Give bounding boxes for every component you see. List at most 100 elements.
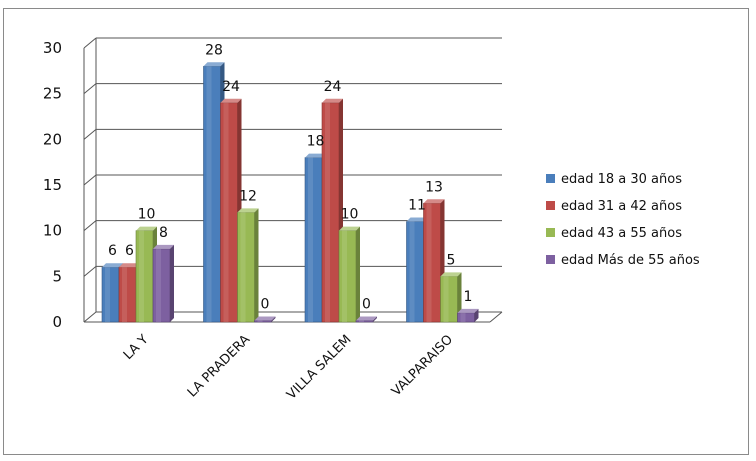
y-tick-label: 20 [43, 130, 62, 148]
bar-highlight [443, 276, 449, 322]
data-label: 12 [239, 188, 257, 204]
bar [220, 98, 242, 323]
bar-side [271, 316, 276, 322]
bar-top [406, 217, 428, 222]
x-category-label: VILLA SALEM [284, 332, 354, 402]
gridline-depth [83, 220, 97, 232]
bar-front [101, 266, 120, 323]
bar-highlight [325, 102, 330, 322]
data-label: 10 [138, 207, 156, 223]
gridline-depth [83, 37, 97, 49]
bar [355, 316, 377, 323]
bar-front [220, 102, 238, 323]
bar-top [254, 316, 276, 321]
x-category-label: LA Y [121, 332, 152, 363]
bar-side [356, 226, 360, 322]
bar [237, 208, 259, 323]
bar-side [474, 308, 479, 322]
y-tick-label: 10 [43, 222, 62, 240]
bar-top [220, 98, 242, 103]
bar-side [170, 244, 174, 322]
bar-front [135, 230, 154, 323]
data-label: 0 [362, 297, 371, 313]
bar-highlight [223, 102, 229, 322]
bar-highlight [342, 230, 347, 322]
legend-entry: edad 18 a 30 años [561, 172, 682, 187]
legend: edad 18 a 30 años edad 31 a 42 años edad 4… [546, 172, 700, 268]
data-label: 18 [307, 134, 325, 150]
bar-top [339, 226, 360, 231]
bar-top [203, 62, 225, 67]
bar-top [423, 199, 445, 204]
bar-top [237, 208, 259, 213]
bar-top [305, 153, 326, 158]
legend-swatch [546, 228, 555, 237]
data-label: 6 [108, 243, 117, 259]
data-label: 24 [222, 79, 240, 95]
bar-side [254, 208, 259, 322]
bar-highlight [409, 221, 415, 322]
bar [440, 272, 462, 323]
bar-highlight [257, 320, 263, 322]
x-category-label: VALPARAISO [389, 332, 456, 399]
y-tick-label: 0 [52, 313, 62, 331]
legend-swatch [546, 255, 555, 264]
legend-swatch [546, 201, 555, 210]
legend-entry: edad 43 a 55 años [561, 226, 682, 241]
bar-highlight [122, 267, 127, 322]
legend-entry: edad Más de 55 años [561, 253, 700, 268]
bar-highlight [359, 320, 364, 322]
bar [254, 316, 276, 323]
bar-front [338, 230, 357, 323]
bar-top [356, 316, 377, 321]
gridline-depth [83, 311, 97, 323]
legend-entry: edad 31 a 42 años [561, 199, 682, 214]
bar-front [237, 212, 255, 323]
bar-front [321, 102, 340, 323]
bar-side [457, 272, 462, 322]
data-label: 11 [408, 198, 426, 214]
bar-front [355, 320, 374, 323]
bar-top [457, 308, 479, 313]
bar-highlight [105, 267, 110, 322]
bar [457, 308, 479, 323]
legend-swatch [546, 174, 555, 183]
bar-top [102, 263, 123, 268]
bar [152, 244, 174, 323]
floor-edge [489, 311, 503, 323]
bar-highlight [206, 66, 212, 323]
bar-front [440, 276, 458, 323]
bar-front [423, 202, 441, 323]
bars [101, 62, 479, 323]
bar-front [406, 221, 424, 323]
data-label: 5 [447, 252, 456, 268]
bar-highlight [308, 157, 313, 322]
data-label: 1 [464, 289, 473, 305]
bar-front [254, 320, 272, 323]
gridline-depth [83, 174, 97, 186]
bar-top [119, 263, 140, 268]
data-label: 10 [341, 207, 359, 223]
bar-front [152, 248, 171, 323]
bar-highlight [460, 312, 466, 322]
data-label: 6 [125, 243, 134, 259]
bar-top [153, 244, 174, 249]
bar [338, 226, 360, 323]
y-tick-label: 30 [43, 39, 62, 57]
bar-front [118, 266, 137, 323]
bar-highlight [426, 203, 432, 322]
bar-top [136, 226, 157, 231]
bar-front [304, 157, 323, 323]
bar-highlight [240, 212, 246, 322]
bar-front [203, 65, 221, 323]
gridline-depth [83, 265, 97, 277]
chart-frame [3, 8, 749, 455]
bar-front [457, 312, 475, 323]
y-tick-label: 5 [52, 267, 62, 285]
gridline-depth [83, 128, 97, 140]
data-label: 28 [205, 42, 223, 58]
x-category-label: LA PRADERA [185, 332, 253, 400]
data-label: 13 [425, 179, 443, 195]
